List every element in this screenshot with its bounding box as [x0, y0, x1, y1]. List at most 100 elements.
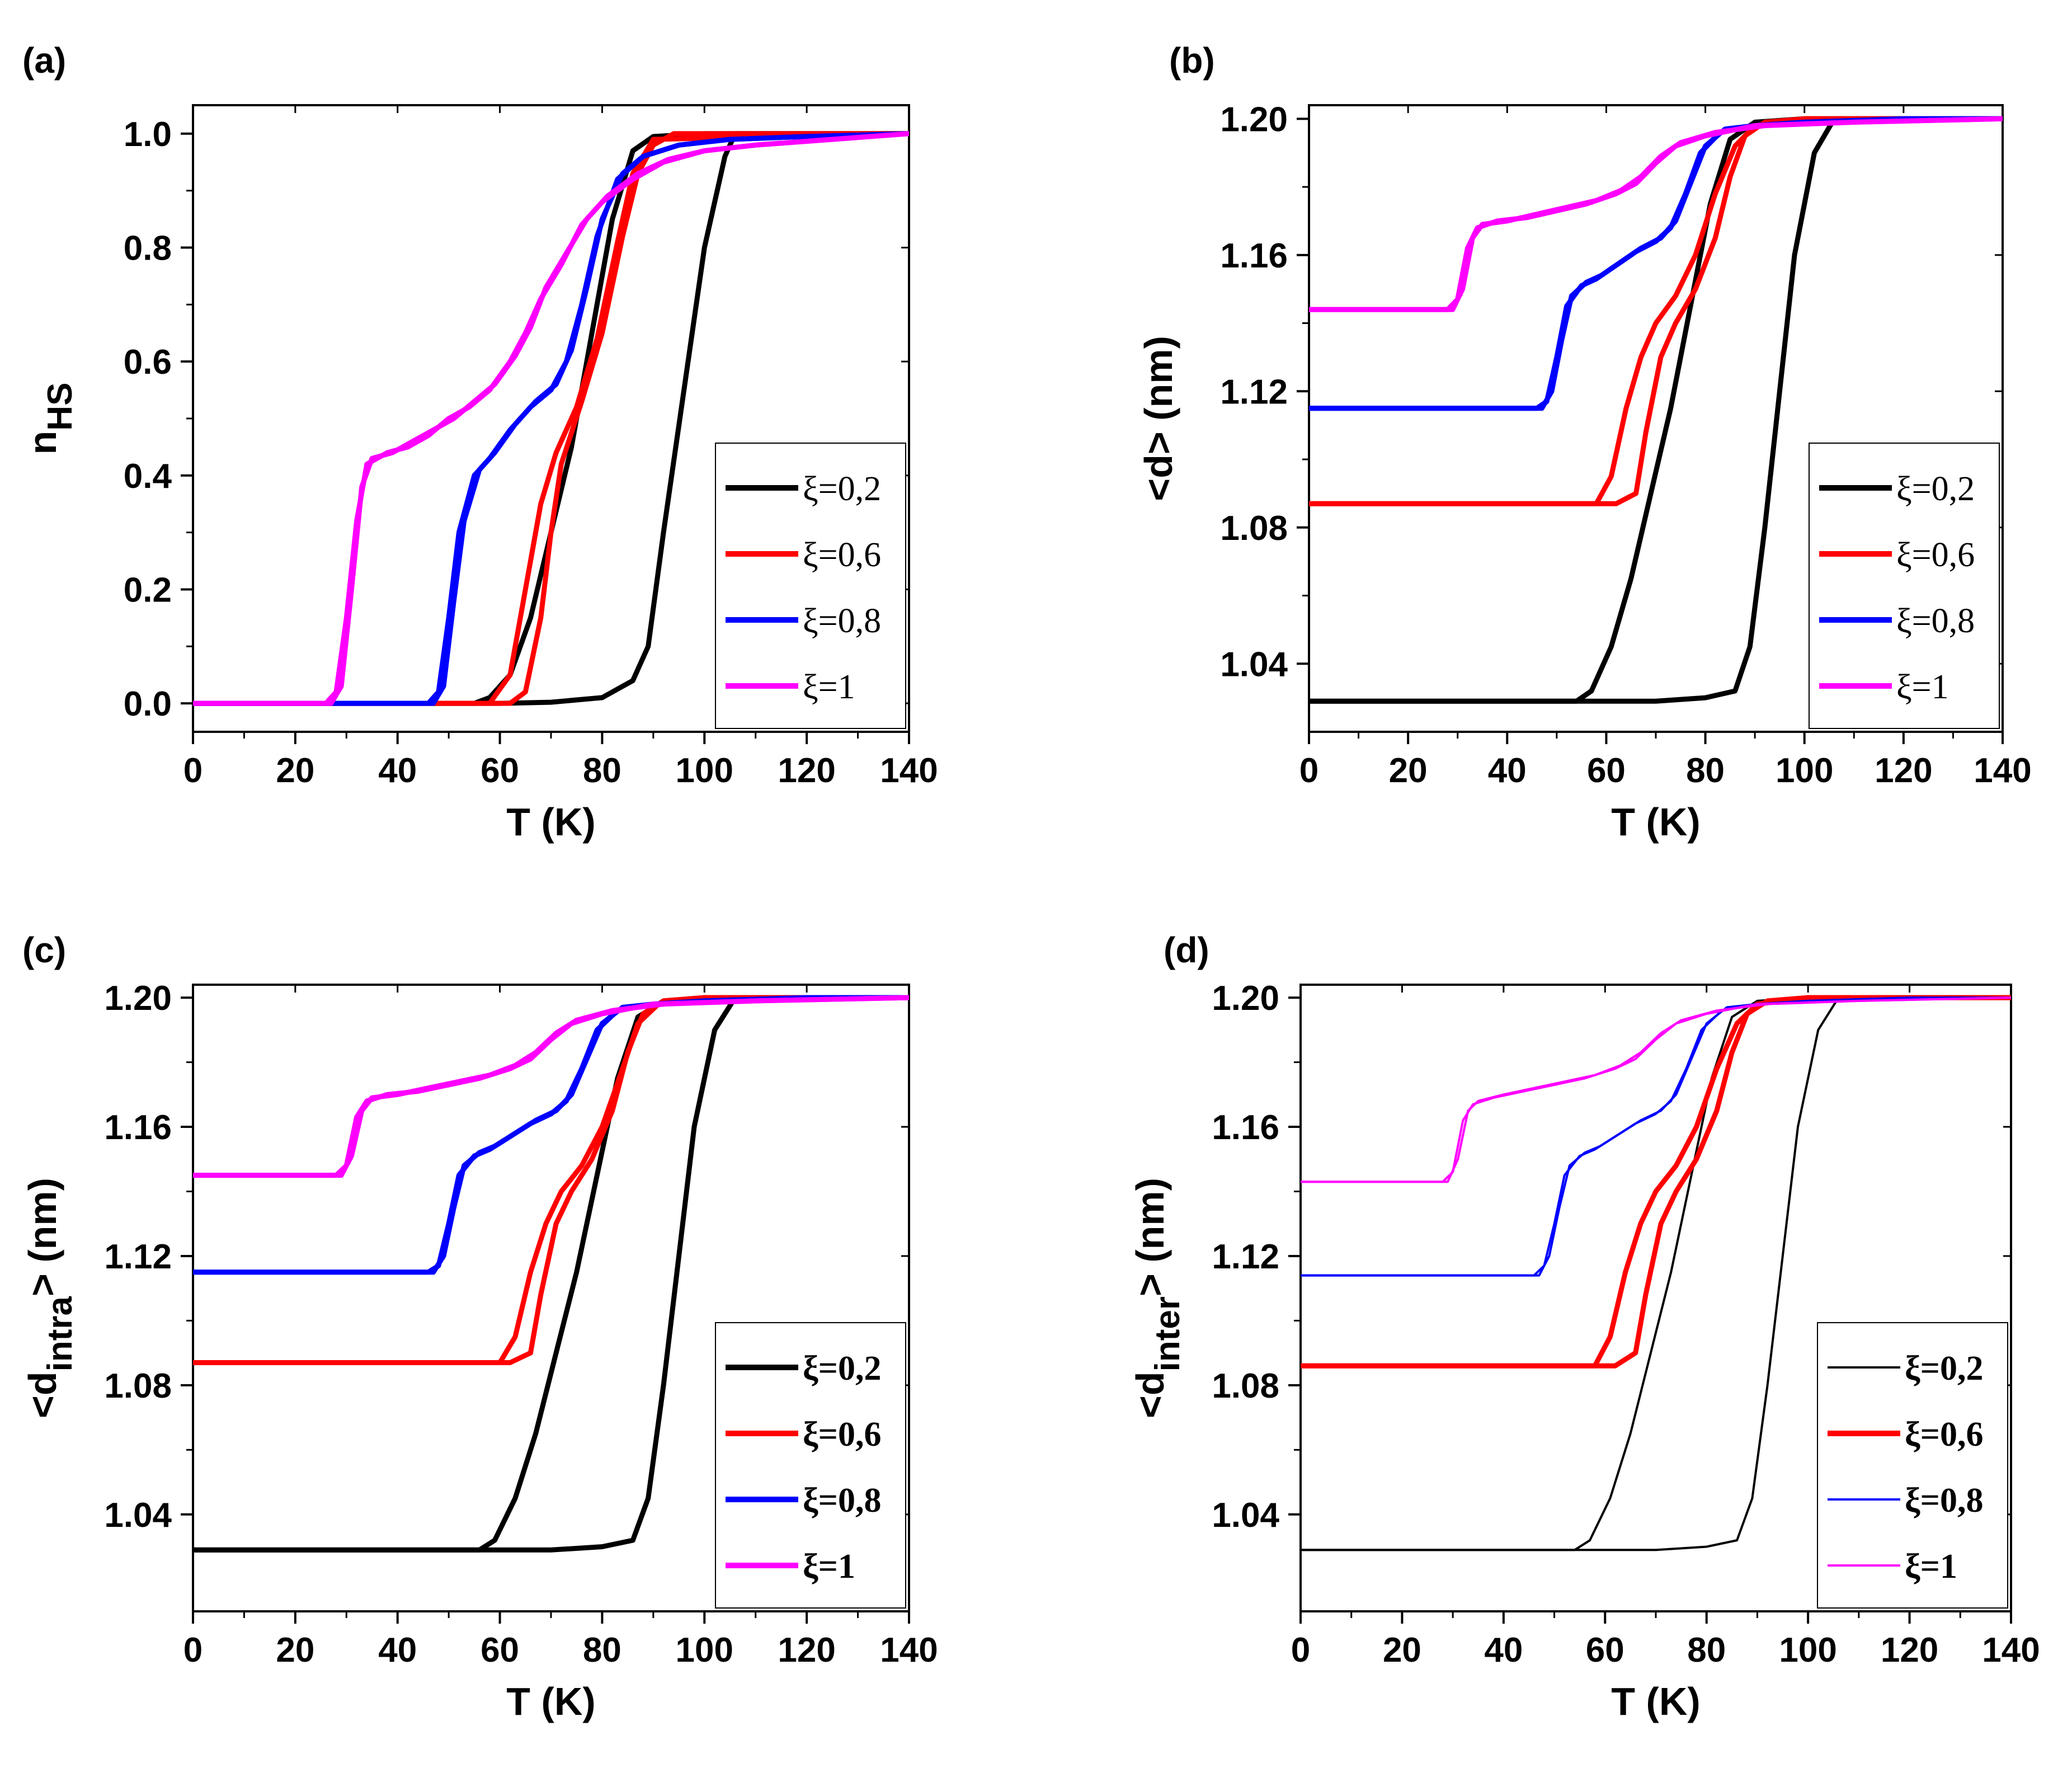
y-axis-title-main: <d [1128, 1371, 1172, 1418]
x-tick-label: 0 [183, 751, 203, 790]
x-tick-label: 140 [880, 751, 938, 790]
panel-label: (c) [22, 930, 66, 970]
y-axis-title-suffix: > (nm) [1128, 1178, 1172, 1296]
y-tick-label: 0.0 [124, 685, 172, 723]
y-axis-title-main: n [21, 431, 64, 455]
y-axis-title: <dintra> (nm) [21, 1178, 79, 1418]
legend-label: ξ=0,8 [803, 1482, 881, 1520]
series-line-up [1309, 116, 2003, 704]
series-line-up [193, 995, 909, 1178]
chart-panel: (c) 0 20 40 60 80 100 120 140 1.04 1.08 1.12 1.16 1.2… [21, 930, 938, 1723]
x-tick-label: 0 [1299, 751, 1318, 790]
x-tick-label: 20 [276, 751, 314, 790]
series-line-down [1309, 116, 2003, 704]
x-tick-label: 120 [1875, 751, 1932, 790]
series-line-down [1301, 996, 2011, 1183]
legend-label: ξ=0,2 [1905, 1349, 1983, 1388]
x-tick-label: 40 [378, 1631, 417, 1670]
chart-panel: (a) 0 20 40 60 80 100 120 140 0.0 0.2 0.4 0.6 0.8 1.0 T… [21, 40, 938, 844]
y-axis-title-subscript: HS [41, 383, 79, 431]
series-line-up [193, 995, 909, 1365]
series-line-down [193, 995, 909, 1365]
series-line-up [1301, 995, 2011, 1369]
y-axis-title-main: <d> (nm) [1137, 336, 1180, 501]
y-tick-label: 1.0 [124, 115, 172, 154]
series-line-up [193, 131, 909, 706]
x-tick-label: 80 [583, 751, 621, 790]
y-tick-label: 1.20 [104, 979, 172, 1018]
x-tick-label: 100 [1779, 1631, 1836, 1670]
x-tick-label: 80 [583, 1631, 621, 1670]
series-line-down [1309, 116, 2003, 312]
x-tick-label: 40 [1488, 751, 1527, 790]
x-tick-label: 60 [481, 1631, 519, 1670]
y-tick-label: 0.8 [124, 229, 172, 268]
legend-label: ξ=0,8 [1896, 602, 1975, 640]
x-tick-label: 120 [1881, 1631, 1938, 1670]
legend-label: ξ=1 [1896, 668, 1949, 706]
series-line-up [193, 131, 909, 706]
x-tick-label: 20 [276, 1631, 314, 1670]
x-tick-label: 0 [1291, 1631, 1310, 1670]
x-axis-title: T (K) [506, 1680, 595, 1723]
y-tick-label: 1.12 [1212, 1238, 1279, 1276]
series-line-up [1301, 996, 2011, 1183]
y-tick-label: 0.4 [124, 457, 172, 496]
x-axis-title: T (K) [1611, 800, 1700, 844]
legend: ξ=0,2 ξ=0,6 ξ=0,8 ξ=1 [715, 1322, 906, 1609]
y-tick-label: 1.08 [1212, 1367, 1279, 1405]
series-line-up [1301, 996, 2011, 1551]
y-tick-label: 1.04 [104, 1496, 172, 1535]
y-axis-title: <d> (nm) [1137, 336, 1180, 501]
y-axis-title: <dinter> (nm) [1128, 1178, 1187, 1418]
chart-panel: (d) 0 20 40 60 80 100 120 140 1.04 1.08 1.12 1.16 1.2… [1128, 930, 2040, 1723]
x-tick-label: 100 [1776, 751, 1833, 790]
x-tick-label: 60 [1586, 1631, 1624, 1670]
chart-panel: (b) 0 20 40 60 80 100 120 140 1.04 1.08 1.12 1.16 1.2… [1137, 40, 2032, 844]
legend: ξ=0,2 ξ=0,6 ξ=0,8 ξ=1 [1817, 1322, 2008, 1609]
x-tick-label: 20 [1383, 1631, 1421, 1670]
series-line-down [1301, 996, 2011, 1551]
legend-label: ξ=0,8 [803, 602, 881, 640]
y-tick-label: 1.12 [104, 1238, 172, 1276]
legend-label: ξ=0,6 [1896, 536, 1975, 574]
x-axis-title: T (K) [1611, 1680, 1700, 1723]
legend-box [1817, 1322, 2008, 1609]
x-tick-label: 40 [1484, 1631, 1523, 1670]
y-axis-title: nHS [21, 383, 79, 455]
x-tick-label: 0 [183, 1631, 203, 1670]
legend-label: ξ=1 [1905, 1548, 1957, 1586]
series-line-up [1309, 116, 2003, 312]
series-line-up [193, 131, 909, 706]
x-tick-label: 100 [676, 751, 733, 790]
legend: ξ=0,2 ξ=0,6 ξ=0,8 ξ=1 [715, 443, 906, 729]
y-tick-label: 1.20 [1220, 100, 1288, 139]
legend-label: ξ=0,2 [1896, 470, 1975, 508]
y-tick-label: 1.20 [1212, 979, 1279, 1018]
legend-label: ξ=0,2 [803, 1349, 881, 1388]
legend-label: ξ=1 [803, 668, 855, 706]
x-tick-label: 140 [1974, 751, 2031, 790]
panel-label: (a) [22, 40, 66, 81]
panel-label: (d) [1164, 930, 1209, 970]
y-axis-title-subscript: inter [1148, 1296, 1187, 1371]
x-tick-label: 100 [676, 1631, 733, 1670]
legend-label: ξ=0,2 [803, 470, 881, 508]
legend-label: ξ=0,6 [803, 536, 881, 574]
legend: ξ=0,2 ξ=0,6 ξ=0,8 ξ=1 [1809, 443, 2000, 729]
y-axis-title-subscript: intra [41, 1296, 79, 1371]
x-tick-label: 80 [1687, 1631, 1726, 1670]
x-tick-label: 40 [378, 751, 417, 790]
legend-label: ξ=0,6 [803, 1416, 881, 1454]
y-tick-label: 1.04 [1212, 1496, 1279, 1535]
y-tick-label: 1.12 [1220, 373, 1288, 411]
y-tick-label: 0.2 [124, 571, 172, 609]
legend-label: ξ=1 [803, 1548, 855, 1586]
legend-label: ξ=0,6 [1905, 1416, 1983, 1454]
x-tick-label: 80 [1686, 751, 1725, 790]
x-tick-label: 140 [1982, 1631, 2040, 1670]
y-tick-label: 1.16 [1220, 237, 1288, 275]
series-line-down [193, 131, 909, 706]
y-tick-label: 1.04 [1220, 645, 1288, 684]
series-line-up [193, 995, 909, 1553]
